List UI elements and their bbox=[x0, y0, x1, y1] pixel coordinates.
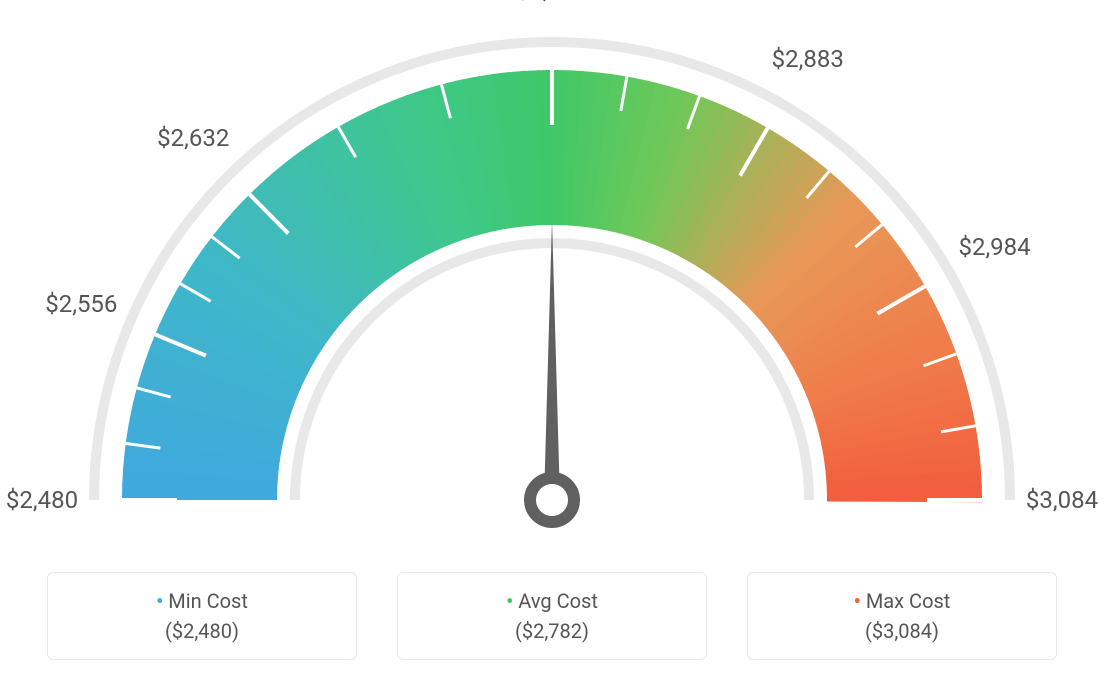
legend-row: Min Cost ($2,480) Avg Cost ($2,782) Max … bbox=[0, 572, 1104, 660]
legend-value-max: ($3,084) bbox=[768, 619, 1036, 643]
legend-label-avg: Avg Cost bbox=[418, 589, 686, 613]
scale-label: $2,480 bbox=[6, 486, 78, 514]
legend-value-avg: ($2,782) bbox=[418, 619, 686, 643]
legend-card-avg: Avg Cost ($2,782) bbox=[397, 572, 707, 660]
cost-gauge-container: $2,480 $2,556 $2,632 $2,782 $2,883 $2,984 $3,0… bbox=[0, 0, 1104, 690]
gauge-svg bbox=[0, 0, 1104, 540]
scale-label: $2,883 bbox=[772, 45, 844, 73]
legend-card-min: Min Cost ($2,480) bbox=[47, 572, 357, 660]
scale-label: $2,556 bbox=[45, 290, 117, 318]
legend-label-min: Min Cost bbox=[68, 589, 336, 613]
scale-label: $3,084 bbox=[1026, 486, 1098, 514]
legend-value-min: ($2,480) bbox=[68, 619, 336, 643]
legend-label-max: Max Cost bbox=[768, 589, 1036, 613]
scale-label: $2,632 bbox=[157, 124, 229, 152]
gauge-area: $2,480 $2,556 $2,632 $2,782 $2,883 $2,984 $3,0… bbox=[0, 0, 1104, 540]
scale-label: $2,782 bbox=[516, 0, 588, 4]
legend-card-max: Max Cost ($3,084) bbox=[747, 572, 1057, 660]
scale-label: $2,984 bbox=[958, 233, 1030, 261]
